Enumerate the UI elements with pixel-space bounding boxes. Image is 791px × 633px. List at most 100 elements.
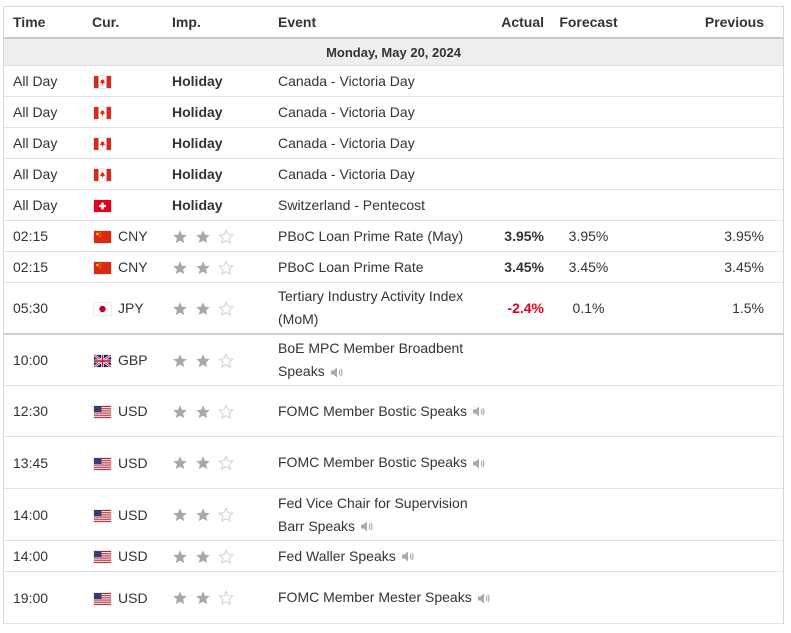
event-row[interactable]: 14:00 USD Fed Waller Speaks: [4, 540, 783, 572]
event-name[interactable]: Tertiary Industry Activity Index (MoM): [278, 287, 464, 327]
header-actual[interactable]: Actual: [497, 7, 547, 39]
header-importance[interactable]: Imp.: [160, 7, 267, 39]
event-previous: [630, 436, 783, 489]
event-previous: [630, 65, 783, 97]
event-forecast: [547, 571, 630, 624]
header-previous[interactable]: Previous: [630, 7, 783, 39]
event-forecast: [547, 333, 630, 386]
event-previous: [630, 333, 783, 386]
event-name[interactable]: PBoC Loan Prime Rate (May): [278, 227, 464, 244]
event-cell: Switzerland - Pentecost: [267, 189, 497, 221]
event-actual: [497, 488, 547, 541]
calendar-table: Time Cur. Imp. Event Actual Forecast Pre…: [4, 7, 783, 624]
currency-code: USD: [118, 589, 148, 606]
event-previous: [630, 488, 783, 541]
star-filled-icon: [173, 508, 187, 522]
holiday-label: Holiday: [172, 104, 223, 120]
event-currency-cell: CNY: [82, 220, 160, 252]
switzerland-flag-icon: [94, 200, 111, 213]
event-row[interactable]: 14:00 USD Fed Vice Chair for Supervision B…: [4, 488, 783, 541]
canada-flag-icon: [94, 138, 111, 151]
event-row[interactable]: 02:15 CNY PBoC Loan Prime Rate (May) 3.95% 3…: [4, 220, 783, 252]
event-row[interactable]: 05:30 JPY Tertiary Industry Activity Index…: [4, 282, 783, 335]
canada-flag-icon: [94, 107, 111, 120]
date-row: Monday, May 20, 2024: [4, 38, 783, 66]
star-filled-icon: [196, 508, 210, 522]
event-name[interactable]: Switzerland - Pentecost: [278, 196, 426, 213]
event-previous: [630, 571, 783, 624]
speaker-icon[interactable]: [472, 405, 486, 418]
speaker-icon[interactable]: [401, 550, 415, 563]
importance-stars: [172, 403, 241, 420]
event-actual: [497, 96, 547, 128]
event-actual: [497, 385, 547, 437]
event-name[interactable]: BoE MPC Member Broadbent Speaks: [278, 339, 464, 379]
event-name[interactable]: Canada - Victoria Day: [278, 72, 415, 89]
header-time[interactable]: Time: [4, 7, 82, 39]
holiday-label: Holiday: [172, 166, 223, 182]
currency-code: GBP: [118, 351, 148, 368]
event-importance: [160, 436, 267, 489]
event-name[interactable]: FOMC Member Mester Speaks: [278, 589, 472, 605]
star-filled-icon: [173, 550, 187, 564]
event-row[interactable]: 19:00 USD FOMC Member Mester Speaks: [4, 571, 783, 624]
event-actual: [497, 127, 547, 159]
event-name[interactable]: Fed Vice Chair for Supervision Barr Spea…: [278, 494, 468, 534]
event-time: 14:00: [4, 540, 82, 572]
event-cell: FOMC Member Mester Speaks: [267, 571, 497, 624]
currency-code: USD: [118, 548, 148, 564]
header-forecast[interactable]: Forecast: [547, 7, 630, 39]
importance-stars: [172, 548, 241, 565]
speaker-icon[interactable]: [472, 457, 486, 470]
event-row[interactable]: All Day Holiday Canada - Victoria Day: [4, 96, 783, 128]
header-row: Time Cur. Imp. Event Actual Forecast Pre…: [4, 7, 783, 39]
event-importance: [160, 540, 267, 572]
event-name[interactable]: FOMC Member Bostic Speaks: [278, 402, 468, 419]
event-name[interactable]: Fed Waller Speaks: [278, 547, 396, 564]
event-row[interactable]: All Day Holiday Canada - Victoria Day: [4, 127, 783, 159]
event-forecast: [547, 436, 630, 489]
star-filled-icon: [196, 261, 210, 275]
event-previous: [630, 385, 783, 437]
event-row[interactable]: 02:15 CNY PBoC Loan Prime Rate 3.45% 3.45% 3.…: [4, 251, 783, 283]
star-empty-icon: [218, 228, 234, 245]
event-name[interactable]: Canada - Victoria Day: [278, 134, 415, 151]
event-currency-cell: USD: [82, 385, 160, 437]
currency-code: JPY: [118, 299, 144, 316]
event-currency-cell: USD: [82, 540, 160, 572]
event-currency-cell: JPY: [82, 282, 160, 335]
speaker-icon[interactable]: [360, 520, 374, 533]
event-name[interactable]: Canada - Victoria Day: [278, 165, 415, 182]
star-empty-icon: [218, 455, 234, 471]
star-filled-icon: [173, 230, 187, 244]
event-row[interactable]: 10:00 GBP BoE MPC Member Broadbent Speaks: [4, 333, 783, 386]
event-cell: PBoC Loan Prime Rate: [267, 251, 497, 283]
speaker-icon[interactable]: [477, 592, 491, 605]
event-previous: 3.45%: [630, 251, 783, 283]
event-row[interactable]: All Day Holiday Canada - Victoria Day: [4, 158, 783, 190]
header-currency[interactable]: Cur.: [82, 7, 160, 39]
event-row[interactable]: 13:45 USD FOMC Member Bostic Speaks: [4, 436, 783, 489]
event-row[interactable]: All Day Holiday Switzerland - Pentecost: [4, 189, 783, 221]
event-time: 14:00: [4, 488, 82, 541]
event-forecast: [547, 65, 630, 97]
event-name[interactable]: PBoC Loan Prime Rate: [278, 258, 424, 275]
speaker-icon[interactable]: [330, 366, 344, 379]
importance-stars: [172, 589, 241, 606]
star-empty-icon: [218, 300, 234, 316]
event-time: All Day: [4, 65, 82, 97]
header-event[interactable]: Event: [267, 7, 497, 39]
uk-flag-icon: [94, 355, 111, 368]
event-importance: Holiday: [160, 127, 267, 159]
event-name[interactable]: FOMC Member Bostic Speaks: [278, 454, 468, 470]
event-forecast: 3.95%: [547, 220, 630, 252]
event-name[interactable]: Canada - Victoria Day: [278, 103, 415, 120]
star-filled-icon: [173, 456, 187, 470]
event-time: 12:30: [4, 385, 82, 437]
us-flag-icon: [94, 406, 111, 419]
star-filled-icon: [196, 301, 210, 315]
event-row[interactable]: 12:30 USD FOMC Member Bostic Speaks: [4, 385, 783, 437]
event-row[interactable]: All Day Holiday Canada - Victoria Day: [4, 65, 783, 97]
economic-calendar: Time Cur. Imp. Event Actual Forecast Pre…: [3, 6, 784, 624]
star-filled-icon: [196, 591, 210, 605]
